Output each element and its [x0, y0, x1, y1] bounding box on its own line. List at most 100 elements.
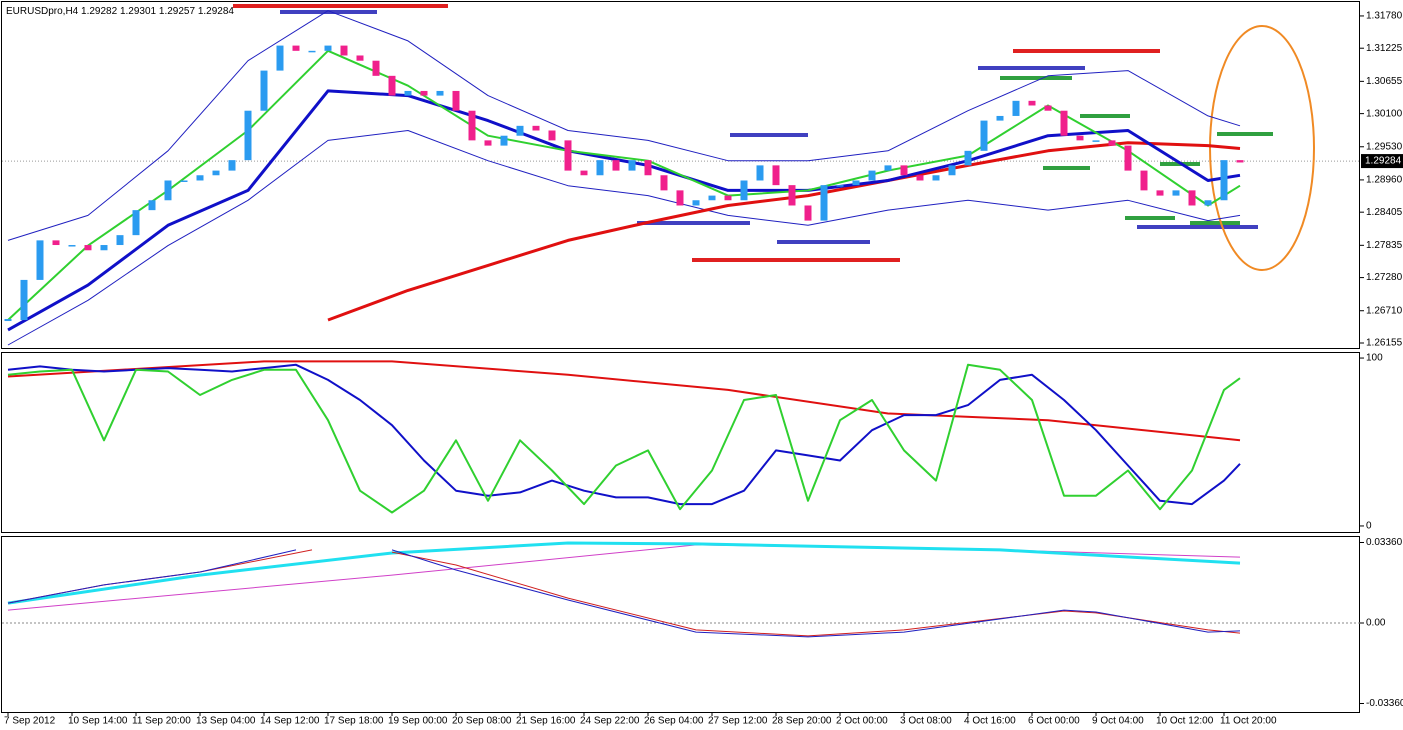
panel-frame — [1, 1, 1360, 349]
candle — [292, 45, 300, 51]
candle — [452, 90, 460, 111]
candle — [116, 235, 124, 246]
last-price-box — [1361, 154, 1403, 169]
indicator-line — [7, 541, 1241, 605]
candle — [1188, 190, 1196, 206]
x-tick-label: 11 Sep 20:00 — [132, 716, 191, 727]
candle — [836, 185, 844, 187]
candle — [100, 245, 108, 251]
indicator-line — [7, 549, 1241, 638]
candle — [788, 185, 796, 206]
candle — [484, 140, 492, 146]
candle — [1076, 135, 1084, 141]
indicator-line — [7, 130, 1241, 346]
x-tick-label: 17 Sep 18:00 — [324, 716, 384, 727]
candle — [36, 240, 44, 280]
open: 1.29282 — [81, 6, 118, 17]
x-tick-label: 7 Sep 2012 — [4, 716, 56, 727]
candle — [564, 140, 572, 171]
last-price-label: 1.29284 — [1365, 156, 1402, 167]
candle — [868, 170, 876, 181]
candle — [516, 125, 524, 136]
x-tick-label: 9 Oct 04:00 — [1092, 716, 1144, 727]
candle — [196, 175, 204, 181]
candle — [980, 120, 988, 151]
y-tick-label: 1.30100 — [1366, 108, 1403, 119]
candle — [884, 165, 892, 171]
candle — [692, 200, 700, 206]
candle — [1012, 100, 1020, 116]
candle — [356, 55, 364, 61]
candle — [1060, 110, 1068, 136]
candle — [900, 165, 908, 176]
x-tick-label: 28 Sep 20:00 — [772, 716, 832, 727]
close: 1.29284 — [198, 6, 235, 17]
candle — [852, 180, 860, 186]
high: 1.29301 — [120, 6, 157, 17]
candle — [916, 175, 924, 181]
y-tick-label: 1.29530 — [1366, 141, 1403, 152]
x-tick-label: 20 Sep 08:00 — [452, 716, 512, 727]
candle — [244, 110, 252, 161]
y-tick-label: -0.03360 — [1366, 698, 1403, 709]
candle — [724, 195, 732, 201]
candle — [804, 205, 812, 221]
y-tick-label: 0 — [1366, 521, 1372, 532]
candle — [212, 170, 220, 176]
candle — [1140, 170, 1148, 191]
candle — [84, 245, 92, 251]
candle — [164, 180, 172, 201]
x-tick-label: 11 Oct 20:00 — [1220, 716, 1277, 727]
candle — [68, 245, 76, 247]
candle — [820, 185, 828, 221]
candle — [372, 60, 380, 76]
candle — [996, 115, 1004, 121]
candle — [1156, 190, 1164, 196]
level-markers — [233, 4, 1315, 271]
indicator-line — [7, 363, 1241, 514]
panel-frame — [1, 352, 1360, 533]
candle — [1204, 200, 1212, 206]
candle — [228, 160, 236, 171]
x-tick-label: 14 Sep 12:00 — [260, 716, 320, 727]
y-tick-label: 1.31780 — [1366, 11, 1403, 22]
x-tick-label: 24 Sep 22:00 — [580, 716, 640, 727]
x-tick-label: 10 Sep 14:00 — [68, 716, 128, 727]
candle — [628, 160, 636, 171]
candle — [132, 210, 140, 236]
candle — [1028, 100, 1036, 106]
candle — [532, 125, 540, 131]
candle — [964, 150, 972, 166]
x-tick-label: 21 Sep 16:00 — [516, 716, 576, 727]
chart-header: EURUSDpro,H4 1.29282 1.29301 1.29257 1.2… — [6, 6, 234, 17]
symbol: EURUSDpro,H4 — [6, 6, 79, 17]
candle — [180, 180, 188, 182]
candle — [1108, 140, 1116, 146]
candle — [468, 110, 476, 141]
candle — [932, 175, 940, 181]
candle — [1236, 160, 1244, 163]
y-tick-label: 1.31225 — [1366, 43, 1403, 54]
y-tick-label: 1.27280 — [1366, 272, 1403, 283]
low: 1.29257 — [159, 6, 196, 17]
candle — [1220, 160, 1228, 201]
panel-frame — [1, 536, 1360, 713]
y-tick-label: 0.03360 — [1366, 537, 1403, 548]
candle — [580, 170, 588, 176]
y-tick-label: 1.26155 — [1366, 338, 1403, 349]
candle — [1172, 190, 1180, 196]
highlight-ellipse — [1209, 25, 1315, 271]
candle — [420, 90, 428, 96]
candle — [404, 90, 412, 96]
candle — [1044, 105, 1052, 111]
x-tick-label: 27 Sep 12:00 — [708, 716, 768, 727]
x-tick-label: 2 Oct 00:00 — [836, 716, 888, 727]
x-tick-label: 26 Sep 04:00 — [644, 716, 704, 727]
x-tick-label: 19 Sep 00:00 — [388, 716, 448, 727]
y-tick-label: 1.30655 — [1366, 76, 1403, 87]
candle — [676, 190, 684, 206]
candle — [324, 45, 332, 51]
candle — [388, 75, 396, 96]
